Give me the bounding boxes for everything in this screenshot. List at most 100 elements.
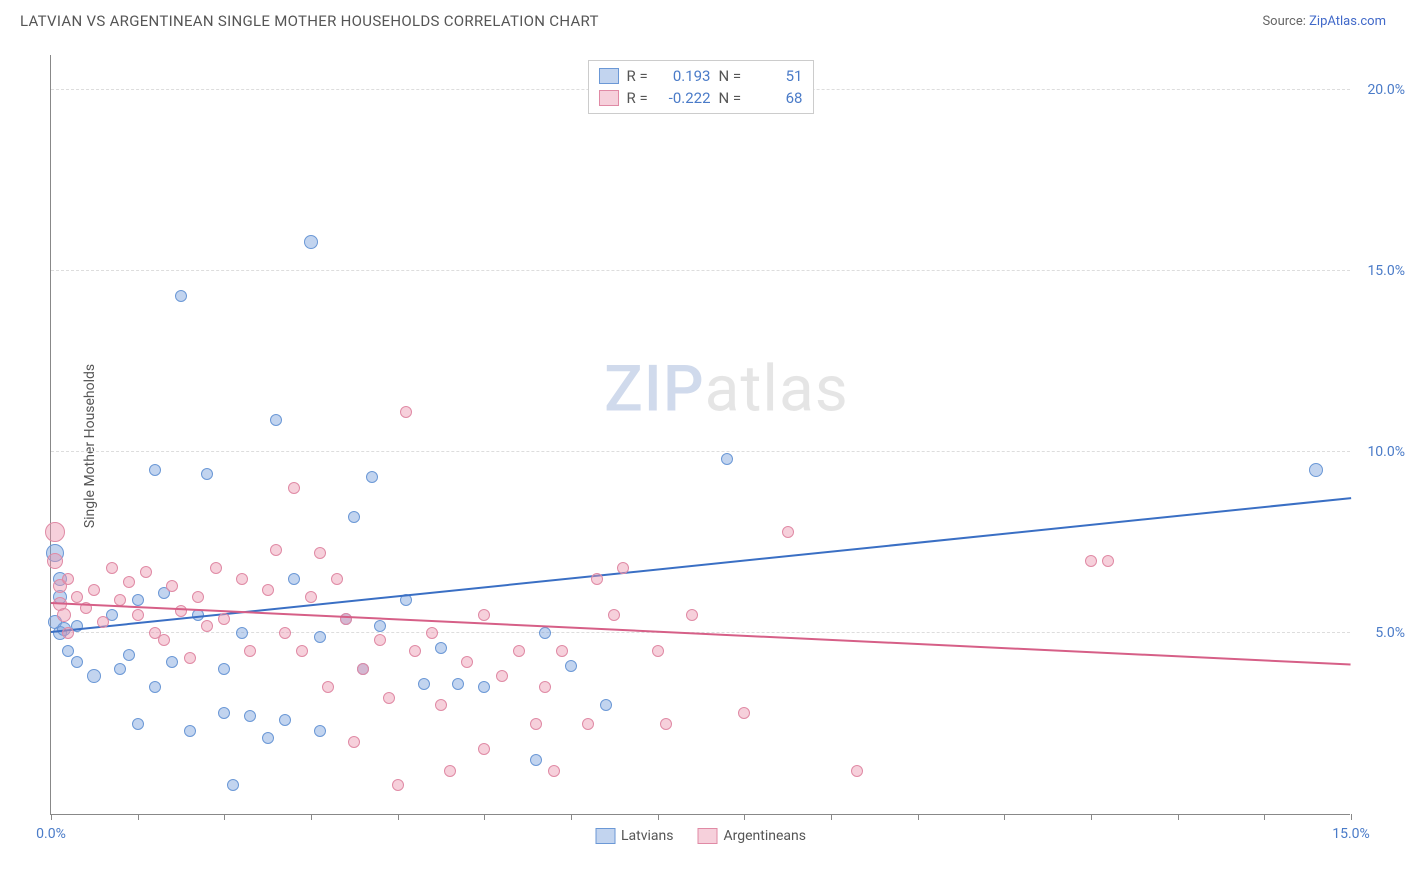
- scatter-point: [270, 414, 282, 426]
- scatter-point: [383, 692, 395, 704]
- scatter-point: [123, 576, 135, 588]
- scatter-point: [314, 725, 326, 737]
- x-tick: [1351, 814, 1352, 820]
- scatter-point: [331, 573, 343, 585]
- scatter-point: [288, 482, 300, 494]
- scatter-point: [426, 627, 438, 639]
- scatter-point: [279, 627, 291, 639]
- scatter-point: [392, 779, 404, 791]
- scatter-point: [478, 681, 490, 693]
- scatter-point: [57, 608, 71, 622]
- scatter-point: [305, 591, 317, 603]
- x-tick: [1178, 814, 1179, 820]
- scatter-point: [262, 584, 274, 596]
- chart-container: ZIPatlas R = 0.193 N = 51 R = -0.222 N =…: [50, 55, 1390, 845]
- scatter-point: [123, 649, 135, 661]
- scatter-point: [114, 663, 126, 675]
- scatter-point: [1085, 555, 1097, 567]
- r-value-argentineans: -0.222: [661, 89, 711, 107]
- scatter-point: [444, 765, 456, 777]
- watermark-zip: ZIP: [604, 351, 705, 426]
- scatter-point: [62, 573, 74, 585]
- stats-legend-row-argentineans: R = -0.222 N = 68: [599, 87, 803, 109]
- scatter-point: [374, 634, 386, 646]
- scatter-point: [496, 670, 508, 682]
- chart-title: LATVIAN VS ARGENTINEAN SINGLE MOTHER HOU…: [20, 12, 599, 30]
- scatter-point: [366, 471, 378, 483]
- x-tick: [658, 814, 659, 820]
- chart-header: LATVIAN VS ARGENTINEAN SINGLE MOTHER HOU…: [0, 0, 1406, 38]
- x-tick: [311, 814, 312, 820]
- plot-area: ZIPatlas R = 0.193 N = 51 R = -0.222 N =…: [50, 55, 1350, 815]
- scatter-point: [45, 522, 65, 542]
- series-legend: Latvians Argentineans: [595, 828, 806, 844]
- scatter-point: [478, 609, 490, 621]
- scatter-point: [686, 609, 698, 621]
- scatter-point: [652, 645, 664, 657]
- x-tick: [224, 814, 225, 820]
- scatter-point: [140, 566, 152, 578]
- x-tick: [51, 814, 52, 820]
- scatter-point: [227, 779, 239, 791]
- scatter-point: [218, 707, 230, 719]
- legend-label-latvians: Latvians: [621, 828, 674, 844]
- x-tick-label: 0.0%: [36, 826, 66, 842]
- x-tick-label: 15.0%: [1332, 826, 1370, 842]
- x-tick: [1264, 814, 1265, 820]
- legend-item-argentineans: Argentineans: [698, 828, 806, 844]
- scatter-point: [47, 553, 63, 569]
- scatter-point: [357, 663, 369, 675]
- scatter-point: [218, 613, 230, 625]
- scatter-point: [530, 754, 542, 766]
- scatter-point: [400, 406, 412, 418]
- x-tick: [1091, 814, 1092, 820]
- scatter-point: [340, 613, 352, 625]
- source-link[interactable]: ZipAtlas.com: [1309, 14, 1386, 29]
- scatter-point: [106, 562, 118, 574]
- scatter-point: [166, 580, 178, 592]
- scatter-point: [132, 718, 144, 730]
- gridline: [51, 451, 1350, 452]
- source-attribution: Source: ZipAtlas.com: [1262, 14, 1386, 29]
- scatter-point: [210, 562, 222, 574]
- scatter-point: [279, 714, 291, 726]
- scatter-point: [539, 681, 551, 693]
- scatter-point: [244, 710, 256, 722]
- scatter-point: [608, 609, 620, 621]
- scatter-point: [409, 645, 421, 657]
- scatter-point: [132, 594, 144, 606]
- scatter-point: [62, 627, 74, 639]
- scatter-point: [201, 620, 213, 632]
- scatter-point: [314, 631, 326, 643]
- scatter-point: [314, 547, 326, 559]
- scatter-point: [617, 562, 629, 574]
- scatter-point: [184, 652, 196, 664]
- scatter-point: [304, 235, 318, 249]
- legend-swatch-icon: [698, 828, 718, 844]
- y-tick-label: 20.0%: [1367, 82, 1405, 98]
- scatter-point: [461, 656, 473, 668]
- scatter-point: [166, 656, 178, 668]
- x-tick: [1004, 814, 1005, 820]
- x-tick: [571, 814, 572, 820]
- scatter-point: [149, 681, 161, 693]
- scatter-point: [418, 678, 430, 690]
- scatter-point: [132, 609, 144, 621]
- scatter-point: [600, 699, 612, 711]
- gridline: [51, 270, 1350, 271]
- scatter-point: [158, 634, 170, 646]
- r-label: R =: [627, 67, 653, 85]
- scatter-point: [738, 707, 750, 719]
- scatter-point: [288, 573, 300, 585]
- x-tick: [138, 814, 139, 820]
- scatter-point: [236, 627, 248, 639]
- stats-legend-row-latvians: R = 0.193 N = 51: [599, 65, 803, 87]
- stats-legend: R = 0.193 N = 51 R = -0.222 N = 68: [588, 60, 814, 114]
- scatter-point: [660, 718, 672, 730]
- scatter-point: [556, 645, 568, 657]
- y-tick-label: 10.0%: [1367, 444, 1405, 460]
- legend-swatch-latvians: [599, 68, 619, 84]
- n-label: N =: [719, 67, 745, 85]
- scatter-point: [435, 642, 447, 654]
- x-tick: [398, 814, 399, 820]
